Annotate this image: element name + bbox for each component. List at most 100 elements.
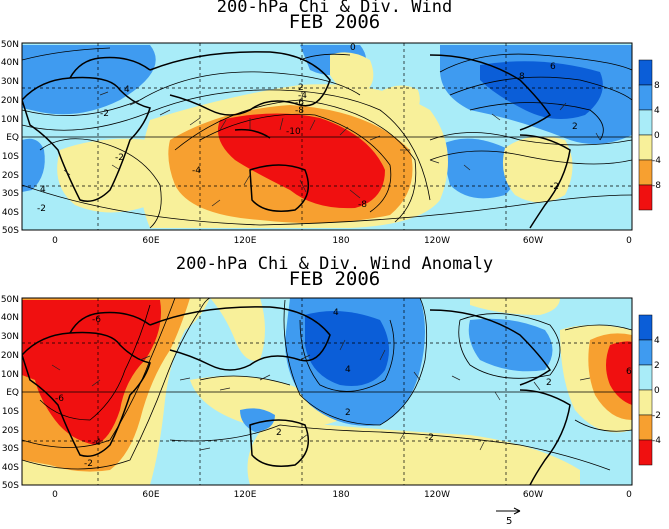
lat-label: 50S — [2, 481, 19, 491]
lon-label: 120W — [424, 236, 450, 246]
lon-label: 60W — [523, 490, 543, 500]
colorbar-label: 4 — [654, 336, 660, 346]
contour-label: 8 — [519, 72, 525, 82]
lon-label: 60W — [523, 236, 543, 246]
bottom-colorbar: 4 2 0 -2 -4 — [638, 314, 661, 466]
contour-label: -2 — [37, 204, 46, 214]
contour-label: 4 — [333, 308, 339, 318]
lat-label: 10S — [2, 152, 19, 162]
contour-label: 2 — [276, 428, 282, 438]
contour-label: 2 — [345, 408, 351, 418]
lat-label: EQ — [6, 388, 19, 398]
contour-label: -8 — [295, 106, 304, 116]
bottom-wind-vectors — [51, 339, 591, 451]
bottom-lat-labels: 50N 40N 30N 20N 10N EQ 10S 20S 30S 40S 5… — [1, 295, 19, 491]
lat-label: 50N — [1, 295, 19, 305]
contour-label: -6 — [92, 315, 101, 325]
lat-label: 20N — [1, 96, 19, 106]
top-panel-date: FEB 2006 — [288, 11, 381, 33]
lon-label: 180 — [332, 490, 349, 500]
contour-label: 4 — [345, 365, 351, 375]
contour-label: -10 — [286, 127, 301, 137]
lat-label: 30N — [1, 77, 19, 87]
top-shaded-field — [22, 43, 632, 230]
bottom-map-panel: -6 -6 -4 -2 2 4 4 2 -2 2 6 50N 40N 30N 2… — [1, 295, 661, 500]
top-map-panel: 0 -4 -8 2 4 -2 -6 -10 8 6 -2 2 -4 -2 4 -… — [1, 40, 661, 246]
lon-label: 0 — [626, 490, 632, 500]
colorbar-label: -4 — [652, 436, 661, 446]
top-gridlines — [21, 42, 633, 231]
contour-label: 2 — [298, 83, 304, 93]
colorbar-label: 4 — [654, 106, 660, 116]
lon-label: 120E — [234, 236, 257, 246]
lat-label: 20N — [1, 351, 19, 361]
colorbar-label: -4 — [652, 156, 661, 166]
lat-label: 40N — [1, 58, 19, 68]
contour-label: 0 — [350, 43, 356, 53]
contour-label: 2 — [572, 122, 578, 132]
top-panel-title: 200-hPa Chi & Div. Wind — [216, 0, 453, 17]
bottom-contours — [22, 298, 632, 471]
contour-label: 6 — [550, 62, 556, 72]
colorbar-label: 0 — [654, 131, 660, 141]
lat-label: 20S — [2, 426, 19, 436]
contour-label: 6 — [626, 367, 632, 377]
colorbar-label: -8 — [652, 181, 661, 191]
contour-label: 4 — [40, 185, 46, 195]
reference-vector: 5 — [496, 507, 521, 527]
lat-label: 10S — [2, 407, 19, 417]
colorbar-label: -2 — [652, 411, 661, 421]
lon-label: 0 — [626, 236, 632, 246]
lat-label: EQ — [6, 133, 19, 143]
contour-label: -2 — [100, 109, 109, 119]
bottom-coastlines — [22, 306, 571, 485]
contour-label: -6 — [55, 394, 64, 404]
lat-label: 30S — [2, 189, 19, 199]
contour-label: -6 — [295, 98, 304, 108]
lat-label: 40S — [2, 463, 19, 473]
lon-label: 0 — [52, 236, 58, 246]
lat-label: 50N — [1, 40, 19, 50]
top-lon-labels: 0 60E 120E 180 120W 60W 0 — [52, 236, 632, 246]
contour-label: -2 — [425, 433, 434, 443]
contour-label: 4 — [124, 85, 130, 95]
lon-label: 60E — [142, 490, 159, 500]
colorbar-label: 2 — [654, 361, 660, 371]
top-colorbar: 8 4 0 -4 -8 — [638, 59, 661, 211]
lat-label: 30N — [1, 332, 19, 342]
lat-label: 30S — [2, 444, 19, 454]
reference-vector-label: 5 — [506, 516, 512, 527]
bottom-shaded-field — [22, 298, 632, 485]
colorbar-label: 8 — [654, 81, 660, 91]
contour-label: -2 — [115, 153, 124, 163]
lat-label: 40N — [1, 313, 19, 323]
contour-label: -4 — [92, 438, 101, 448]
contour-label: 2 — [546, 378, 552, 388]
lon-label: 180 — [332, 236, 349, 246]
top-lat-labels: 50N 40N 30N 20N 10N EQ 10S 20S 30S 40S 5… — [1, 40, 19, 236]
contour-label: -8 — [358, 200, 367, 210]
contour-label: -4 — [192, 166, 201, 176]
bottom-lon-labels: 0 60E 120E 180 120W 60W 0 — [52, 490, 632, 500]
contour-label: -2 — [550, 182, 559, 192]
bottom-panel-title: 200-hPa Chi & Div. Wind Anomaly — [175, 254, 494, 274]
bottom-contour-labels: -6 -6 -4 -2 2 4 4 2 -2 2 6 — [55, 308, 632, 469]
lat-label: 40S — [2, 208, 19, 218]
lat-label: 20S — [2, 171, 19, 181]
lon-label: 120W — [424, 490, 450, 500]
top-coastlines — [22, 51, 571, 229]
lat-label: 10N — [1, 115, 19, 125]
lat-label: 10N — [1, 370, 19, 380]
lon-label: 0 — [52, 490, 58, 500]
colorbar-label: 0 — [654, 386, 660, 396]
lat-label: 50S — [2, 226, 19, 236]
top-contours — [22, 47, 632, 229]
contour-label: -2 — [84, 459, 93, 469]
bottom-panel-date: FEB 2006 — [288, 268, 381, 290]
lon-label: 120E — [234, 490, 257, 500]
arrow-icon — [513, 507, 521, 515]
lon-label: 60E — [142, 236, 159, 246]
contour-label: -4 — [298, 91, 307, 101]
bottom-gridlines — [21, 297, 633, 486]
